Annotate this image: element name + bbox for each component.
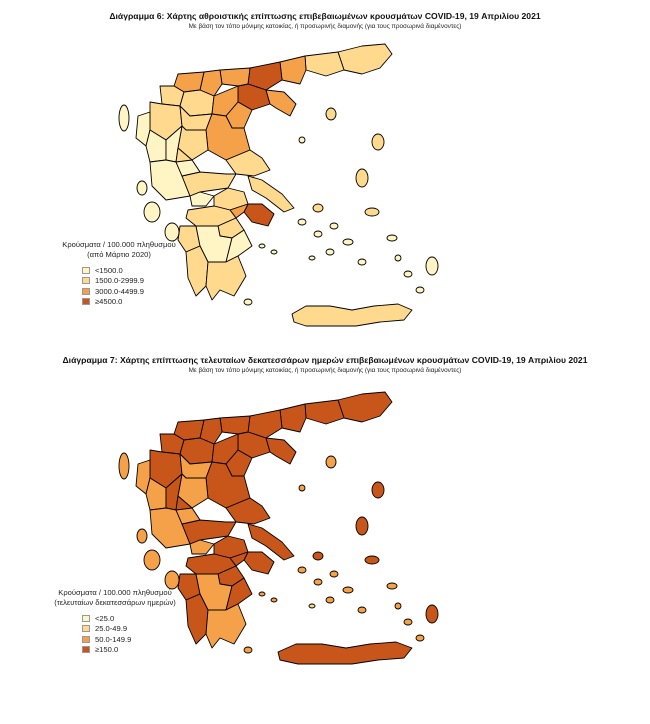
figure-cumulative-incidence-map: Διάγραμμα 6: Χάρτης αθροιστικής επίπτωση…	[0, 0, 650, 340]
legend-item: ≥4500.0	[82, 297, 194, 308]
region-chalkidiki	[265, 437, 297, 465]
legend-item: 3000.0-4499.9	[82, 286, 194, 297]
legend-item: ≥150.0	[82, 645, 190, 656]
legend-subtitle: (από Μάρτιο 2020)	[87, 250, 151, 259]
region-kilkis	[219, 415, 251, 435]
region-chalkidiki	[265, 89, 297, 117]
figure-14day-incidence-map: Διάγραμμα 7: Χάρτης επίπτωσης τελευταίων…	[0, 352, 650, 724]
legend-swatch	[82, 635, 90, 643]
north-aegean-islands	[298, 107, 385, 217]
map-title: Διάγραμμα 7: Χάρτης επίπτωσης τελευταίων…	[62, 355, 588, 365]
region-crete	[291, 303, 413, 327]
north-aegean-islands	[298, 455, 385, 565]
region-crete	[277, 641, 413, 665]
region-thrace-west	[304, 51, 345, 77]
legend-label: <1500.0	[95, 265, 123, 275]
legend-item: 1500.0-2999.9	[82, 276, 194, 287]
greece-choropleth-map	[118, 391, 439, 665]
legend-item: 50.0-149.9	[82, 634, 190, 645]
region-fokida	[189, 191, 215, 207]
region-argolida	[225, 577, 253, 611]
region-argolida	[225, 229, 253, 263]
legend-swatch	[82, 266, 90, 274]
legend-item: 25.0-49.9	[82, 624, 190, 635]
legend-label: ≥4500.0	[95, 297, 123, 307]
legend-swatch	[82, 298, 90, 306]
region-lakonia	[205, 603, 247, 649]
legend-label: 1500.0-2999.9	[95, 276, 144, 286]
region-thrace-east	[337, 391, 393, 423]
region-east-macedonia	[279, 55, 307, 85]
map-subtitle: Με βάση τον τόπο μόνιμης κατοικίας, ή πρ…	[188, 367, 462, 374]
region-kilkis	[219, 67, 251, 87]
legend-label: 50.0-149.9	[95, 634, 132, 644]
region-evrytania	[175, 159, 201, 177]
region-lakonia	[205, 255, 247, 301]
legend-item: <25.0	[82, 613, 190, 624]
ionian-islands	[118, 452, 180, 590]
region-larissa	[205, 461, 251, 509]
region-fokida	[189, 539, 215, 555]
legend-swatch	[82, 625, 90, 633]
cyclades-dodecanese-islands	[243, 218, 439, 306]
legend-label: <25.0	[95, 613, 115, 623]
region-east-macedonia	[279, 403, 307, 433]
legend-swatch	[82, 614, 90, 622]
region-evia	[247, 175, 295, 213]
legend-swatch	[82, 646, 90, 654]
legend-title: Κρούσματα / 100.000 πληθυσμού	[62, 240, 176, 249]
legend: Κρούσματα / 100.000 πληθυσμού (τελευταίω…	[40, 588, 190, 655]
legend-title: Κρούσματα / 100.000 πληθυσμού	[58, 588, 172, 597]
region-thrace-east	[337, 43, 393, 75]
region-evia	[247, 523, 295, 561]
legend-label: 3000.0-4499.9	[95, 286, 144, 296]
legend-label: 25.0-49.9	[95, 624, 128, 634]
legend-label: ≥150.0	[95, 645, 119, 655]
region-attica	[243, 203, 275, 227]
map-subtitle: Με βάση τον τόπο μόνιμης κατοικίας, ή πρ…	[188, 23, 462, 30]
cyclades-dodecanese-islands	[243, 566, 439, 654]
legend-swatch	[82, 277, 90, 285]
legend-subtitle: (τελευταίων δεκατεσσάρων ημερών)	[54, 598, 176, 607]
ionian-islands	[118, 104, 180, 242]
greece-choropleth-map	[118, 43, 439, 327]
legend-item: <1500.0	[82, 265, 194, 276]
region-attica	[243, 551, 275, 575]
legend: Κρούσματα / 100.000 πληθυσμού (από Μάρτι…	[44, 240, 194, 307]
map-title: Διάγραμμα 6: Χάρτης αθροιστικής επίπτωση…	[109, 11, 541, 21]
region-larissa	[205, 113, 251, 161]
legend-swatch	[82, 287, 90, 295]
region-thrace-west	[304, 399, 345, 425]
region-evrytania	[175, 507, 201, 525]
